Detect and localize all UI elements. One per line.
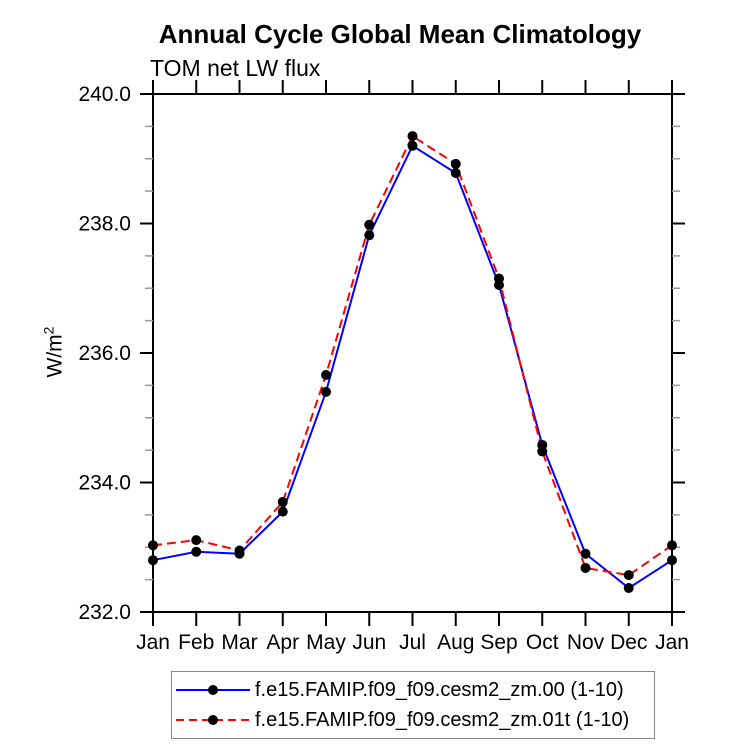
data-point xyxy=(450,167,461,178)
data-point xyxy=(667,540,677,551)
chart-subtitle: TOM net LW flux xyxy=(150,55,321,81)
y-tick-label: 234.0 xyxy=(78,472,131,495)
data-point xyxy=(191,546,202,557)
y-tick-label: 236.0 xyxy=(78,342,131,365)
data-point xyxy=(277,506,288,517)
data-point xyxy=(580,548,591,559)
x-tick-label: Sep xyxy=(480,631,517,654)
legend-item: f.e15.FAMIP.f09_f09.cesm2_zm.01t (1-10) xyxy=(172,705,654,735)
x-tick-label: Feb xyxy=(178,631,214,654)
series-line-0 xyxy=(152,144,673,590)
data-point xyxy=(321,386,331,397)
legend-line-sample xyxy=(176,715,250,725)
y-tick-label: 238.0 xyxy=(78,213,131,236)
legend-series-label: f.e15.FAMIP.f09_f09.cesm2_zm.01t (1-10) xyxy=(255,708,630,731)
data-point xyxy=(407,140,418,151)
x-tick-label: Oct xyxy=(526,631,559,654)
data-point xyxy=(191,535,202,546)
series-line-1 xyxy=(152,134,673,577)
x-tick-label: Dec xyxy=(610,631,647,654)
x-tick-label: Apr xyxy=(266,631,299,654)
data-point xyxy=(407,131,418,142)
data-point xyxy=(277,496,288,507)
x-tick-label: Jan xyxy=(136,631,170,654)
legend-marker-icon xyxy=(208,685,218,695)
data-point xyxy=(148,540,158,551)
x-tick-label: Mar xyxy=(221,631,257,654)
data-point xyxy=(148,555,158,566)
x-tick-label: Nov xyxy=(567,631,605,654)
chart-title: Annual Cycle Global Mean Climatology xyxy=(158,19,642,49)
legend-item: f.e15.FAMIP.f09_f09.cesm2_zm.00 (1-10) xyxy=(172,675,654,705)
data-point xyxy=(494,273,504,284)
data-point xyxy=(321,370,331,381)
y-tick-label: 240.0 xyxy=(78,83,131,106)
x-tick-label: Jun xyxy=(352,631,386,654)
legend: f.e15.FAMIP.f09_f09.cesm2_zm.00 (1-10) f.… xyxy=(171,671,655,739)
x-tick-label: Jul xyxy=(399,631,426,654)
x-tick-label: Aug xyxy=(437,631,474,654)
x-tick-label: May xyxy=(306,631,346,654)
y-tick-label: 232.0 xyxy=(78,601,131,624)
data-point xyxy=(580,562,591,573)
plot-frame xyxy=(152,93,673,613)
data-point xyxy=(623,570,634,581)
data-point xyxy=(667,555,677,566)
data-point xyxy=(364,230,375,241)
legend-line-sample xyxy=(176,685,250,695)
data-point xyxy=(364,219,375,230)
data-point xyxy=(234,545,245,556)
data-point xyxy=(537,446,548,457)
data-point xyxy=(450,158,461,169)
legend-marker-icon xyxy=(208,715,218,725)
data-point xyxy=(623,583,634,594)
x-tick-label: Jan xyxy=(655,631,689,654)
legend-series-label: f.e15.FAMIP.f09_f09.cesm2_zm.00 (1-10) xyxy=(255,678,624,701)
